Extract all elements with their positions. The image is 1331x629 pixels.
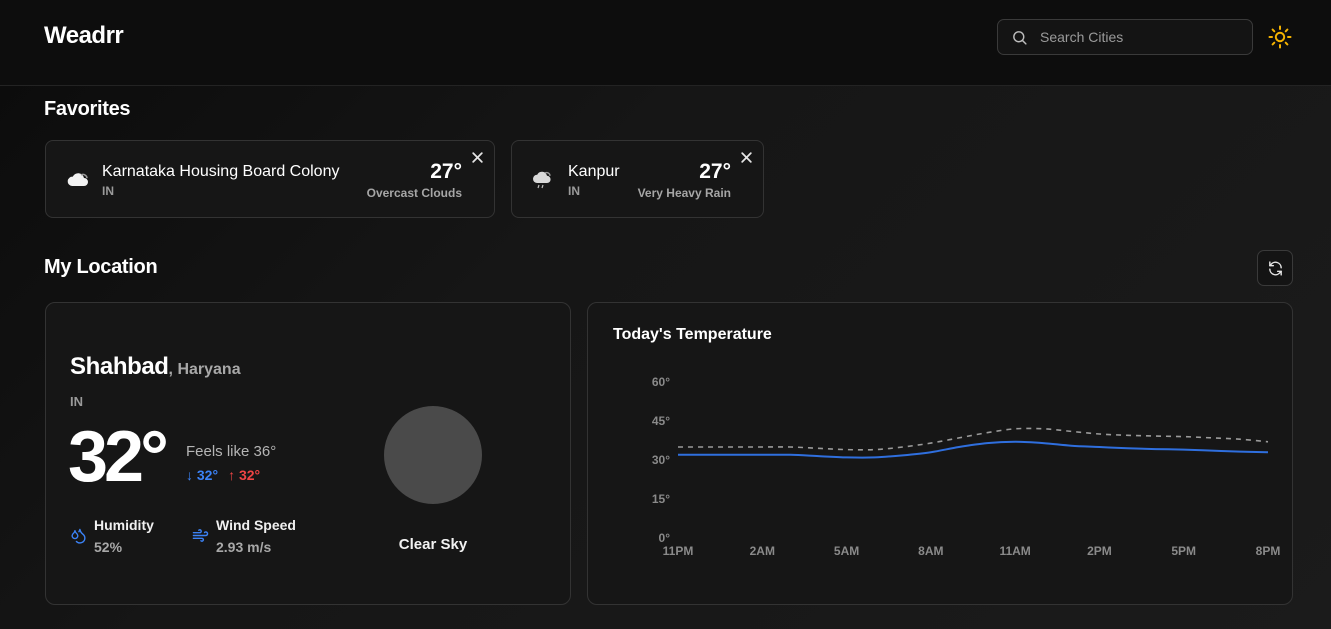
favorite-desc: Very Heavy Rain <box>637 186 731 200</box>
city-name: Shahbad <box>70 353 169 380</box>
feels-like-line <box>678 427 1269 451</box>
current-temperature: 32° <box>68 417 169 497</box>
temperature-line <box>678 440 1269 459</box>
favorite-temp: 27° <box>430 160 462 183</box>
current-weather-card: Shahbad, Haryana IN 32° Feels like 36° ↓… <box>45 302 571 605</box>
y-tick-label: 60° <box>652 375 670 389</box>
min-temp: ↓ 32° <box>186 467 218 483</box>
app-logo[interactable]: Weadrr <box>44 22 124 49</box>
refresh-button[interactable] <box>1257 250 1293 286</box>
search-icon <box>1013 31 1027 45</box>
search-input[interactable] <box>1040 20 1240 54</box>
weather-icon-placeholder <box>384 406 482 504</box>
x-tick-label: 2PM <box>1087 544 1112 558</box>
y-tick-label: 45° <box>652 414 670 428</box>
favorite-temp: 27° <box>699 160 731 183</box>
min-temp-value: 32° <box>196 467 219 483</box>
max-temp: ↑ 32° <box>228 467 260 483</box>
wind-icon <box>192 529 209 542</box>
x-tick-label: 5PM <box>1171 544 1196 558</box>
y-tick-label: 30° <box>652 453 670 467</box>
close-icon[interactable] <box>471 151 484 164</box>
feels-like: Feels like 36° <box>186 443 277 460</box>
favorite-card[interactable]: Kanpur IN 27° Very Heavy Rain <box>511 140 764 218</box>
favorite-card[interactable]: Karnataka Housing Board Colony IN 27° Ov… <box>45 140 495 218</box>
search-box[interactable] <box>997 19 1253 55</box>
favorites-title: Favorites <box>44 98 131 120</box>
x-tick-label: 11AM <box>999 544 1030 558</box>
app-header: Weadrr <box>0 0 1331 86</box>
x-tick-label: 8AM <box>918 544 943 558</box>
droplets-icon <box>71 528 86 544</box>
favorite-desc: Overcast Clouds <box>366 186 462 200</box>
humidity-value: 52% <box>94 539 123 555</box>
state-name: , Haryana <box>168 361 241 378</box>
x-tick-label: 8PM <box>1256 544 1281 558</box>
favorite-city: Karnataka Housing Board Colony <box>102 163 340 180</box>
wind-label: Wind Speed <box>216 517 296 533</box>
location-name: Shahbad, Haryana <box>70 353 241 381</box>
weather-condition: Clear Sky <box>398 536 468 553</box>
location-country: IN <box>70 394 83 409</box>
refresh-icon <box>1269 261 1282 276</box>
y-tick-label: 15° <box>652 492 670 506</box>
temperature-chart: 0° 15° 30° 45° 60° 11PM 2AM 5AM 8AM 11AM 2PM 5PM 8PM <box>652 375 1281 558</box>
sun-icon[interactable] <box>1268 25 1292 49</box>
favorite-city: Kanpur <box>568 163 620 180</box>
cloud-icon <box>67 173 88 186</box>
y-tick-label: 0° <box>659 531 671 545</box>
arrow-up-icon: ↑ <box>228 467 239 483</box>
favorite-country: IN <box>568 184 580 198</box>
favorite-country: IN <box>102 184 114 198</box>
temperature-chart-card: 0° 15° 30° 45° 60° 11PM 2AM 5AM 8AM 11AM 2PM 5PM 8PM… <box>587 302 1293 605</box>
max-temp-value: 32° <box>238 467 261 483</box>
chart-title: Today's Temperature <box>613 326 772 343</box>
rain-cloud-icon <box>532 171 551 189</box>
humidity-label: Humidity <box>94 517 154 533</box>
close-icon[interactable] <box>740 151 753 164</box>
my-location-title: My Location <box>44 256 158 278</box>
arrow-down-icon: ↓ <box>186 467 197 483</box>
x-tick-label: 2AM <box>750 544 775 558</box>
min-max-temp: ↓ 32° ↑ 32° <box>186 467 260 483</box>
x-tick-label: 11PM <box>663 544 694 558</box>
wind-value: 2.93 m/s <box>216 539 272 555</box>
x-tick-label: 5AM <box>834 544 859 558</box>
